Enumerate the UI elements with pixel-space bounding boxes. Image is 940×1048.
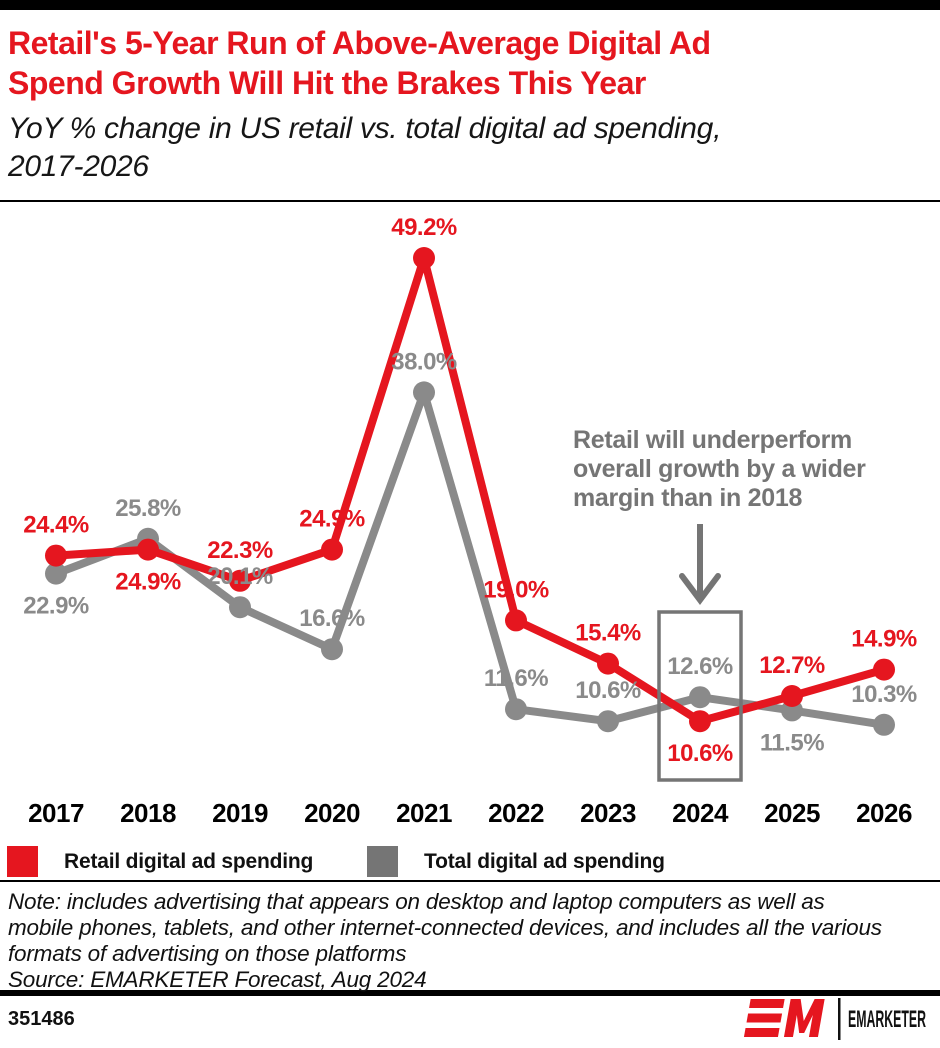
value-label: 38.0%	[391, 348, 457, 375]
x-axis-label: 2023	[580, 798, 636, 828]
x-axis-label: 2022	[488, 798, 544, 828]
chart-header: Retail's 5-Year Run of Above-Average Dig…	[0, 10, 940, 202]
value-label: 12.7%	[759, 652, 825, 679]
data-point	[229, 596, 251, 619]
data-point	[597, 710, 619, 733]
chart-title-line2: Spend Growth Will Hit the Brakes This Ye…	[8, 65, 646, 101]
data-point	[873, 658, 895, 681]
value-label: 19.0%	[483, 576, 549, 603]
legend-total-label: Total digital ad spending	[424, 849, 665, 873]
data-point	[45, 562, 67, 585]
data-point	[505, 609, 527, 632]
value-label: 10.6%	[575, 677, 641, 704]
legend-retail-label: Retail digital ad spending	[64, 849, 314, 873]
chart-legend: Retail digital ad spending Total digital…	[0, 832, 940, 880]
chart-title-line1: Retail's 5-Year Run of Above-Average Dig…	[8, 25, 711, 61]
annotation-line2: overall growth by a wider	[573, 455, 866, 483]
value-label: 11.5%	[760, 729, 824, 756]
value-label: 16.6%	[299, 605, 365, 632]
x-axis-label: 2020	[304, 798, 360, 828]
value-label: 24.9%	[115, 569, 181, 596]
value-label: 24.4%	[23, 512, 89, 539]
annotation-arrowhead-icon	[679, 573, 721, 605]
chart-subtitle-line1: YoY % change in US retail vs. total digi…	[8, 112, 722, 145]
value-label: 20.1%	[207, 563, 273, 590]
chart-id: 351486	[8, 1007, 75, 1030]
logo-divider	[838, 998, 841, 1040]
chart-subtitle: YoY % change in US retail vs. total digi…	[8, 110, 910, 186]
x-axis-label: 2019	[212, 798, 268, 828]
data-point	[413, 381, 435, 404]
top-bar	[0, 0, 940, 10]
x-axis-label: 2026	[856, 798, 912, 828]
data-point	[505, 698, 527, 721]
data-point	[689, 686, 711, 709]
data-point	[229, 569, 251, 592]
data-point	[137, 538, 159, 561]
chart-title: Retail's 5-Year Run of Above-Average Dig…	[8, 23, 910, 103]
value-label: 22.3%	[207, 537, 273, 564]
legend-item-total: Total digital ad spending	[367, 846, 665, 877]
data-point	[321, 538, 343, 561]
series-line	[52, 388, 888, 729]
x-axis-label: 2018	[120, 798, 176, 828]
value-label: 14.9%	[851, 626, 917, 653]
data-point	[413, 247, 435, 269]
line-chart: 24.4% 24.9% 22.3% 24.9% 49.2% 19.0% 15.4% 10.6%…	[0, 202, 940, 832]
x-axis-label: 2017	[28, 798, 84, 828]
data-point	[597, 652, 619, 675]
series-line	[52, 254, 888, 726]
value-label: 11.6%	[484, 665, 548, 692]
data-point	[689, 710, 711, 733]
data-point	[45, 544, 67, 567]
data-point	[781, 685, 803, 707]
note-text: Note: includes advertising that appears …	[8, 889, 882, 966]
value-label: 12.6%	[667, 653, 733, 680]
value-label: 10.3%	[851, 681, 917, 708]
value-label: 22.9%	[23, 593, 89, 620]
emarketer-logo: EMARKETER	[743, 998, 926, 1040]
chart-annotation: Retail will underperform overall growth …	[573, 426, 883, 513]
value-label: 24.9%	[299, 506, 365, 533]
annotation-line1: Retail will underperform	[573, 426, 852, 454]
value-label: 15.4%	[575, 620, 641, 647]
footer-divider-bar	[0, 990, 940, 996]
legend-item-retail: Retail digital ad spending	[7, 846, 313, 877]
value-label: 10.6%	[667, 740, 733, 767]
x-axis-label: 2025	[764, 798, 820, 828]
brand-wordmark: EMARKETER	[848, 1006, 926, 1033]
legend-retail-swatch-icon	[7, 846, 38, 877]
value-label: 49.2%	[391, 214, 457, 241]
data-point	[321, 638, 343, 661]
em-mark-icon	[743, 999, 825, 1037]
source-text: Source: EMARKETER Forecast, Aug 2024	[8, 967, 427, 992]
data-point	[873, 713, 895, 736]
chart-subtitle-line2: 2017-2026	[8, 150, 149, 183]
annotation-line3: margin than in 2018	[573, 484, 803, 512]
footer: 351486 EMARKETER	[0, 996, 940, 1042]
x-axis-label: 2024	[672, 798, 729, 828]
chart-notes: Note: includes advertising that appears …	[0, 880, 940, 992]
x-axis-label: 2021	[396, 798, 452, 828]
highlight-box	[657, 610, 743, 782]
legend-total-swatch-icon	[367, 846, 398, 877]
value-label: 25.8%	[115, 495, 181, 522]
line-chart-canvas: 24.4% 24.9% 22.3% 24.9% 49.2% 19.0% 15.4% 10.6%…	[23, 214, 917, 828]
